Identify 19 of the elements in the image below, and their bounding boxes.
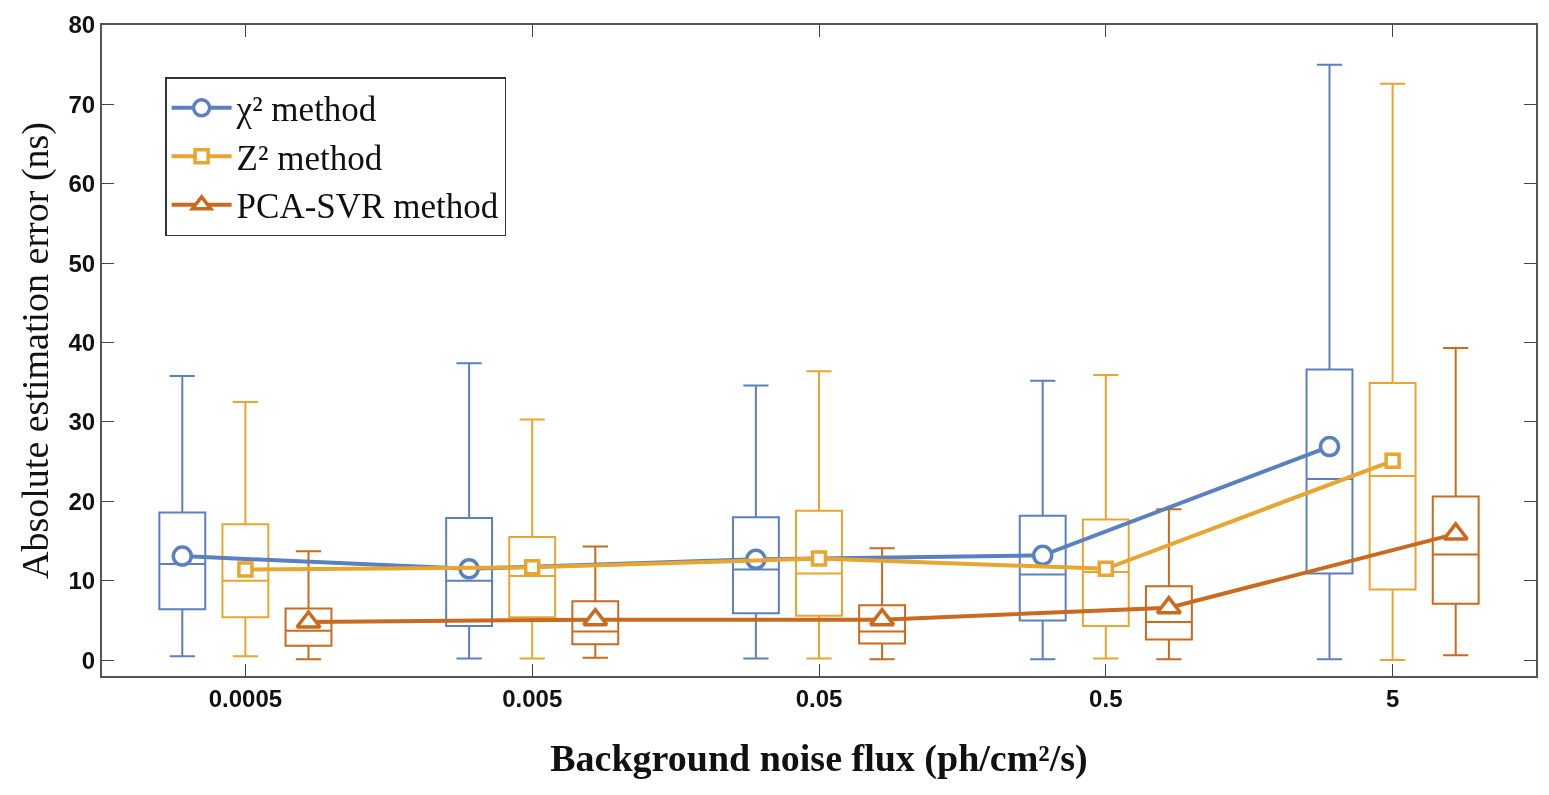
x-tick-label: 0.0005 bbox=[208, 684, 283, 712]
y-tick-label: 20 bbox=[68, 487, 96, 515]
legend-label: χ² method bbox=[235, 90, 377, 130]
y-tick-label: 40 bbox=[68, 328, 96, 356]
y-axis-title: Absolute estimation error (ns) bbox=[14, 122, 58, 579]
y-tick-label: 50 bbox=[68, 249, 96, 277]
y-tick-label: 80 bbox=[68, 11, 96, 39]
x-axis-title: Background noise flux (ph/cm²/s) bbox=[550, 737, 1088, 781]
y-tick-label: 30 bbox=[68, 408, 96, 436]
y-tick-label: 0 bbox=[81, 646, 96, 674]
y-tick-label: 70 bbox=[68, 90, 96, 118]
legend-label: Z² method bbox=[236, 138, 383, 178]
y-tick-label: 60 bbox=[68, 170, 96, 198]
x-tick-label: 0.5 bbox=[1089, 684, 1123, 712]
x-tick-label: 0.05 bbox=[795, 684, 843, 712]
x-tick-label: 5 bbox=[1385, 684, 1400, 712]
y-tick-label: 10 bbox=[68, 567, 96, 595]
legend-label: PCA-SVR method bbox=[236, 187, 499, 227]
x-tick-label: 0.005 bbox=[502, 684, 563, 712]
